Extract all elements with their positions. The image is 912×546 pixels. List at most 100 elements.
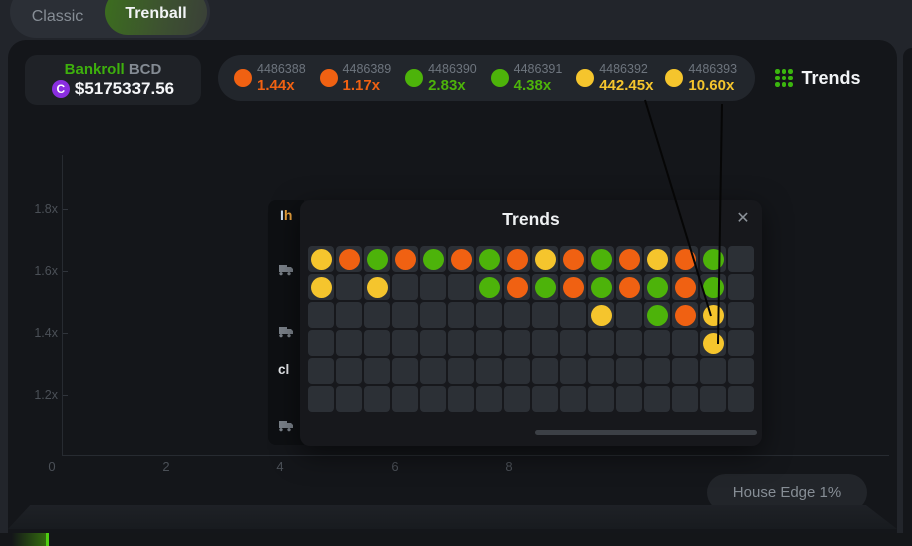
trend-dot-yellow (310, 276, 332, 298)
trends-icon-dot (788, 69, 793, 74)
result-item[interactable]: 4486388 1.44x (234, 62, 308, 94)
trend-cell-empty (336, 274, 362, 300)
trends-button[interactable]: Trends (775, 63, 861, 93)
result-texts: 4486388 1.44x (257, 62, 306, 94)
trend-cell-empty (476, 386, 502, 412)
game-mode-tabs: Classic Trenball (10, 0, 210, 38)
trend-cell-empty (308, 358, 334, 384)
trend-dot-green (646, 276, 668, 298)
result-item[interactable]: 4486391 4.38x (490, 62, 565, 94)
result-id: 4486390 (428, 62, 477, 77)
trend-cell-empty (728, 246, 754, 272)
y-axis-tick-label: 1.2x (34, 388, 58, 402)
y-axis-tick-label: 1.8x (34, 202, 58, 216)
trends-icon-dot (781, 82, 786, 87)
trend-dot-orange (674, 248, 696, 270)
trends-grid-icon (775, 69, 793, 87)
trend-dot-yellow (366, 276, 388, 298)
round-progress-fill (0, 533, 47, 546)
trend-cell-empty (364, 386, 390, 412)
trend-dot-green (590, 248, 612, 270)
result-dot (490, 69, 509, 87)
result-texts: 4486393 10.60x (688, 62, 737, 94)
trend-cell-orange (616, 274, 642, 300)
trend-cell-empty (392, 330, 418, 356)
trend-cell-empty (588, 358, 614, 384)
trend-cell-orange (504, 274, 530, 300)
result-item[interactable]: 4486392 442.45x (576, 62, 653, 94)
trend-dot-yellow (702, 332, 724, 354)
trend-cell-green (700, 274, 726, 300)
background-panel: Ih cl (268, 200, 304, 445)
trend-cell-yellow (532, 246, 558, 272)
result-item[interactable]: 4486389 1.17x (319, 62, 394, 94)
trend-cell-empty (504, 358, 530, 384)
x-axis-tick-label: 0 (48, 459, 56, 474)
trend-dot-orange (394, 248, 416, 270)
result-texts: 4486391 4.38x (514, 62, 563, 94)
tab-classic[interactable]: Classic (31, 8, 84, 25)
trend-cell-empty (588, 330, 614, 356)
trend-cell-empty (728, 302, 754, 328)
trend-cell-empty (532, 302, 558, 328)
trend-dot-green (534, 276, 556, 298)
trend-cell-green (364, 246, 390, 272)
result-id: 4486388 (257, 62, 306, 77)
bankroll-amount: $5175337.56 (74, 79, 175, 98)
game-floor (8, 505, 897, 529)
trend-cell-empty (448, 358, 474, 384)
close-icon[interactable]: ✕ (736, 210, 750, 227)
result-id: 4486389 (342, 62, 392, 77)
tab-trenball[interactable]: Trenball (105, 0, 207, 35)
trend-cell-yellow (700, 330, 726, 356)
trend-dot-yellow (646, 248, 668, 270)
trend-cell-empty (560, 358, 586, 384)
result-texts: 4486392 442.45x (599, 62, 653, 94)
horizontal-scrollbar[interactable] (535, 430, 757, 435)
trend-cell-empty (308, 302, 334, 328)
trends-icon-dot (788, 75, 793, 81)
trend-dot-green (702, 248, 724, 270)
trend-cell-empty (448, 330, 474, 356)
trend-dot-orange (338, 248, 360, 270)
coin-icon: C (51, 80, 70, 98)
result-item[interactable]: 4486393 10.60x (665, 62, 739, 94)
trend-cell-empty (336, 386, 362, 412)
trend-cell-empty (616, 302, 642, 328)
trend-cell-green (420, 246, 446, 272)
trends-button-label: Trends (801, 67, 861, 88)
trends-icon-dot (775, 75, 780, 81)
trend-cell-orange (672, 246, 698, 272)
y-axis-tick-mark (63, 395, 68, 396)
result-multiplier: 4.38x (513, 76, 552, 94)
trend-cell-green (588, 274, 614, 300)
trend-cell-green (532, 274, 558, 300)
trend-cell-yellow (308, 246, 334, 272)
house-edge-button[interactable]: House Edge 1% (707, 474, 867, 511)
trend-cell-empty (700, 386, 726, 412)
trend-cell-empty (448, 386, 474, 412)
trend-cell-yellow (308, 274, 334, 300)
trend-cell-empty (504, 302, 530, 328)
x-axis-tick-label: 2 (162, 459, 170, 474)
bankroll-header: Bankroll BCD (65, 61, 162, 78)
trend-cell-empty (448, 274, 474, 300)
trends-modal-title: Trends (502, 209, 560, 229)
round-progress-bar (0, 533, 912, 546)
trend-cell-yellow (700, 302, 726, 328)
trend-cell-empty (420, 302, 446, 328)
trend-cell-empty (728, 274, 754, 300)
trend-cell-empty (448, 302, 474, 328)
result-item[interactable]: 4486390 2.83x (405, 62, 479, 94)
trend-cell-empty (504, 330, 530, 356)
fragment-letter: I (280, 207, 284, 223)
trend-cell-yellow (588, 302, 614, 328)
result-dot (665, 69, 684, 87)
trend-cell-empty (728, 358, 754, 384)
trend-dot-orange (562, 248, 584, 270)
bankroll-label: Bankroll (64, 61, 125, 78)
trend-cell-empty (364, 358, 390, 384)
result-multiplier: 2.83x (428, 76, 466, 94)
y-axis-tick-label: 1.6x (34, 264, 58, 278)
trend-cell-orange (504, 246, 530, 272)
